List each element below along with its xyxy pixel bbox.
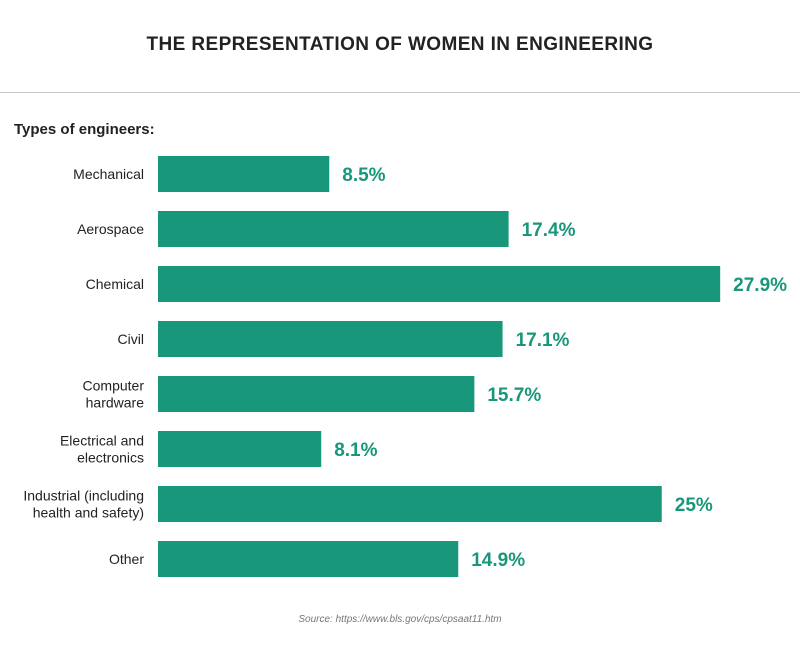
bar-5 [158, 431, 322, 467]
value-label-1: 17.4% [522, 220, 576, 241]
source-note: Source: https://www.bls.gov/cps/cpsaat11… [298, 614, 502, 625]
bar-0 [158, 156, 330, 192]
category-label-5-line-0: Electrical and [60, 433, 144, 449]
value-label-5: 8.1% [334, 440, 377, 461]
bar-1 [158, 211, 509, 247]
bar-2 [158, 266, 721, 302]
value-label-3: 17.1% [516, 330, 570, 351]
category-label-6-line-1: health and safety) [33, 505, 144, 521]
value-label-2: 27.9% [733, 275, 787, 296]
bar-3 [158, 321, 503, 357]
value-label-6: 25% [675, 495, 713, 516]
category-label-0: Mechanical [73, 166, 144, 182]
category-label-3: Civil [118, 331, 144, 347]
category-label-4-line-1: hardware [86, 395, 145, 411]
value-label-0: 8.5% [342, 165, 385, 186]
category-label-2: Chemical [86, 276, 144, 292]
category-label-4-line-0: Computer [83, 378, 145, 394]
bar-6 [158, 486, 662, 522]
category-label-7: Other [109, 551, 144, 567]
category-axis-label: Types of engineers: [14, 121, 155, 138]
value-label-4: 15.7% [487, 385, 541, 406]
title-divider [0, 92, 800, 93]
chart-title: THE REPRESENTATION OF WOMEN IN ENGINEERI… [146, 34, 654, 55]
bar-4 [158, 376, 475, 412]
value-label-7: 14.9% [471, 550, 525, 571]
category-label-5-line-1: electronics [77, 450, 144, 466]
bar-7 [158, 541, 459, 577]
category-label-6-line-0: Industrial (including [23, 488, 144, 504]
category-label-1: Aerospace [77, 221, 144, 237]
